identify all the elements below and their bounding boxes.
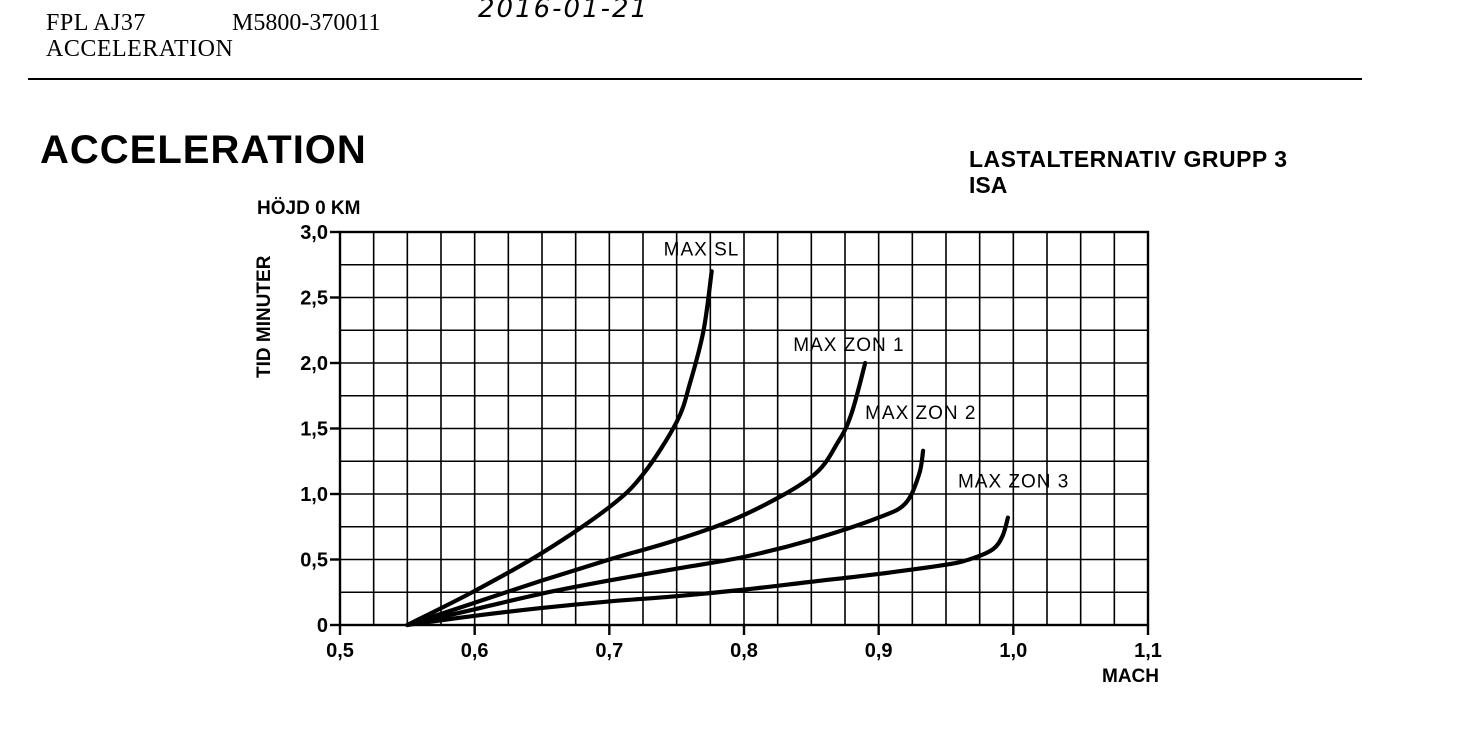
series-labels: MAX SL MAX ZON 1 MAX ZON 2 MAX ZON 3 bbox=[664, 239, 1069, 493]
document-reference: M5800-370011 bbox=[232, 10, 381, 36]
series-curve bbox=[405, 269, 714, 628]
page-title: ACCELERATION bbox=[40, 128, 367, 172]
x-tick-label: 0,9 bbox=[865, 640, 893, 662]
y-tick-label: 3,0 bbox=[300, 222, 328, 244]
document-subtitle: ACCELERATION bbox=[46, 36, 234, 62]
axis-ticks: 0,5 0,6 0,7 0,8 0,9 1,0 1,1 0 0,5 1,0 1,5 2,0 2,5 3,0 bbox=[300, 222, 1162, 662]
load-condition: LASTALTERNATIV GRUPP 3 bbox=[969, 146, 1288, 172]
x-axis-label: MACH bbox=[1102, 666, 1159, 687]
y-tick-label: 1,0 bbox=[300, 484, 328, 506]
series-label: MAX ZON 2 bbox=[865, 403, 976, 424]
x-tick-label: 1,0 bbox=[999, 640, 1027, 662]
atmosphere-condition: ISA bbox=[969, 172, 1008, 198]
series-label: MAX SL bbox=[664, 239, 740, 260]
document-code: FPL AJ37 bbox=[46, 10, 146, 36]
chart-title: HÖJD 0 KM bbox=[257, 198, 360, 219]
y-tick-label: 0,5 bbox=[300, 550, 328, 572]
series-curve bbox=[405, 448, 926, 628]
y-tick-label: 2,5 bbox=[300, 288, 328, 310]
header-rule bbox=[28, 78, 1362, 80]
series-label: MAX ZON 1 bbox=[793, 335, 904, 356]
x-tick-label: 0,8 bbox=[730, 640, 758, 662]
y-tick-label: 1,5 bbox=[300, 419, 328, 441]
x-tick-label: 0,7 bbox=[595, 640, 623, 662]
x-tick-label: 0,5 bbox=[326, 640, 354, 662]
x-tick-label: 1,1 bbox=[1134, 640, 1162, 662]
series-curve bbox=[405, 360, 868, 628]
chart-grid bbox=[340, 232, 1148, 625]
y-tick-label: 2,0 bbox=[300, 353, 328, 375]
y-axis-label: TID MINUTER bbox=[254, 255, 275, 378]
series-curve bbox=[405, 515, 1011, 628]
handwritten-date: 2016-01-21 bbox=[478, 0, 650, 24]
x-tick-label: 0,6 bbox=[461, 640, 489, 662]
series-label: MAX ZON 3 bbox=[958, 472, 1069, 493]
series-curves bbox=[405, 269, 1011, 628]
y-tick-label: 0 bbox=[317, 615, 328, 637]
